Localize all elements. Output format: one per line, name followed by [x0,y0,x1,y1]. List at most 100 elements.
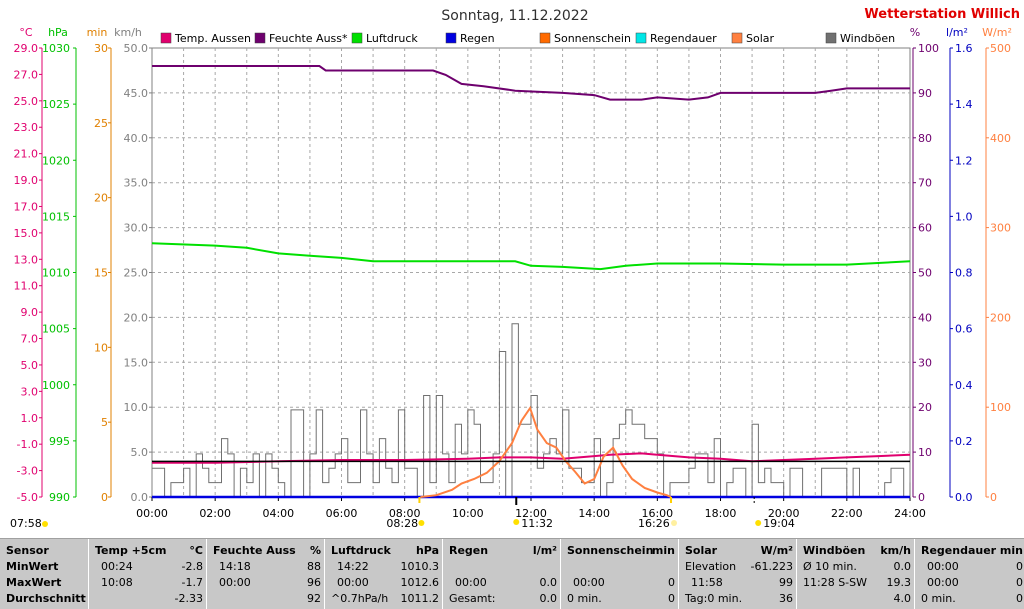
stats-cell-value: 1012.6 [400,576,440,589]
stats-label-column: Sensor MinWert MaxWert Durchschnitt [0,539,88,609]
stats-cell-value: 0 [1016,576,1023,589]
stats-cell: Tag:0 min. 36 [679,591,797,607]
solar-tick-label: 400 [990,132,1011,145]
stats-row-label: MaxWert [6,576,62,589]
temp-tick-label: 27.0 [14,68,39,81]
temp-tick-label: 29.0 [14,42,39,55]
x-tick-label: 10:00 [452,507,484,520]
station-name: Wetterstation Willich [864,7,1020,22]
stats-cell: 00:00 96 [207,575,325,591]
stats-header: Sonnenschein min [561,543,679,559]
sunset-time: 19:04 [763,517,795,530]
stats-cell: 10:08 -1.7 [89,575,207,591]
stats-cell: ^0.7hPa/h 1011.2 [325,591,443,607]
stats-cell-value: 0.0 [539,576,558,589]
wind-tick-label: 35.0 [124,177,149,190]
stats-header: Feuchte Auss% [207,543,325,559]
stats-column: Sonnenschein min 00:00 0 0 min. 0 [560,539,679,609]
legend-swatch [445,32,457,44]
minutes-tick-label: 10 [94,341,108,354]
temp-tick-label: 3.0 [21,385,39,398]
stats-cell-value: 0.0 [893,560,912,573]
stats-cell-time: 00:24 [101,560,133,573]
stats-cell: 00:00 0.0 [443,575,561,591]
wind-axis-unit: km/h [114,26,142,39]
humidity-tick-label: 80 [918,132,932,145]
x-tick-label: 00:00 [136,507,168,520]
minutes-tick-label: 20 [94,192,108,205]
solar-tick-label: 0 [990,491,997,504]
temp-tick-label: 17.0 [14,200,39,213]
legend-label: Solar [746,32,775,45]
series-temp-aussen [152,452,911,464]
rain-axis-unit: l/m² [946,26,968,39]
humidity-tick-label: 50 [918,267,932,280]
stats-column: Windböen km/h Ø 10 min. 0.0 11:28 S-SW 19.3 4.… [796,539,915,609]
stats-cell-time: 00:00 [219,576,251,589]
stats-header-unit: l/m² [532,544,557,557]
stats-cell: 14:22 1010.3 [325,559,443,575]
stats-cell: 11:28 S-SW 19.3 [797,575,915,591]
pressure-tick-label: 990 [49,491,70,504]
temp-axis-unit: °C [19,26,33,39]
stats-row-label-cell: Durchschnitt [0,591,88,607]
x-tick-label: 06:00 [326,507,358,520]
stats-cell-value: -2.33 [174,592,203,605]
legend-swatch [351,32,363,44]
stats-header-title: Regendauer [921,544,997,557]
stats-row-label-cell: MaxWert [0,575,88,591]
x-tick-label: 16:00 [641,507,673,520]
pressure-tick-label: 1010 [42,267,70,280]
stats-cell-value: 92 [307,592,321,605]
stats-cell: 00:24 -2.8 [89,559,207,575]
stats-cell-time: 00:00 [455,576,487,589]
stats-cell: 00:00 1012.6 [325,575,443,591]
legend-swatch [731,32,743,44]
stats-header: Solar W/m² [679,543,797,559]
pressure-tick-label: 1005 [42,323,70,336]
legend-swatch [254,32,266,44]
chart-axes: °C 29.0 27.0 25.0 23.0 21.0 19.0 17.0 15.0 13.0 11… [14,26,1012,520]
temp-tick-label: 23.0 [14,121,39,134]
stats-cell: 00:00 0 [915,575,1024,591]
stats-cell-time: Ø 10 min. [803,560,857,573]
series-windboeen [152,323,911,498]
solar-tick-label: 500 [990,42,1011,55]
stats-header-unit: °C [189,544,203,557]
minutes-axis-unit: min [87,26,108,39]
stats-header-unit: min [651,544,675,557]
stats-column: Regen l/m² 00:00 0.0 Gesamt: 0.0 [442,539,561,609]
wind-tick-label: 20.0 [124,311,149,324]
stats-header: Temp +5cm °C [89,543,207,559]
temp-tick-label: -1.0 [17,438,38,451]
temp-tick-label: 19.0 [14,174,39,187]
rain-tick-label: 0.2 [955,435,973,448]
stats-header: Luftdruck hPa [325,543,443,559]
stats-row-label-cell: MinWert [0,559,88,575]
solar-end-icon [671,520,678,526]
stats-cell-value: -1.7 [181,576,203,589]
stats-cell-value: 96 [307,576,321,589]
stats-row-label: Sensor [6,544,49,557]
chart-sun-markers: 07:58 08:28 11:32 16:26 19:04 [10,497,795,530]
temp-tick-label: 21.0 [14,148,39,161]
pressure-axis-unit: hPa [48,26,68,39]
stats-cell: Gesamt: 0.0 [443,591,561,607]
stats-header-title: Solar [685,544,718,557]
wind-tick-label: 40.0 [124,132,149,145]
stats-cell-time: Tag:0 min. [685,592,743,605]
temp-tick-label: 9.0 [21,306,39,319]
solar-tick-label: 300 [990,222,1011,235]
stats-cell-time: 00:00 [927,560,959,573]
chart-legend: Temp. Aussen Feuchte Auss* Luftdruck Regen S… [160,32,895,45]
stats-cell-value: 0.0 [539,592,558,605]
temp-tick-label: 15.0 [14,227,39,240]
temp-tick-label: 1.0 [21,412,39,425]
stats-cell-time: 0 min. [567,592,602,605]
minutes-tick-label: 5 [101,416,108,429]
stats-cell [561,559,679,575]
x-tick-label: 14:00 [578,507,610,520]
legend-swatch [635,32,647,44]
x-tick-label: 18:00 [705,507,737,520]
wind-tick-label: 50.0 [124,42,149,55]
